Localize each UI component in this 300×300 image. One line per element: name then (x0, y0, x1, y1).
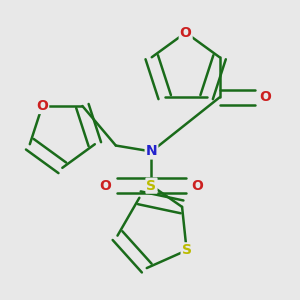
Text: O: O (180, 26, 192, 40)
Text: S: S (146, 179, 157, 193)
Text: O: O (100, 179, 111, 193)
Text: O: O (36, 99, 48, 113)
Text: O: O (192, 179, 203, 193)
Text: N: N (146, 145, 157, 158)
Text: S: S (182, 243, 192, 257)
Text: O: O (260, 90, 272, 104)
